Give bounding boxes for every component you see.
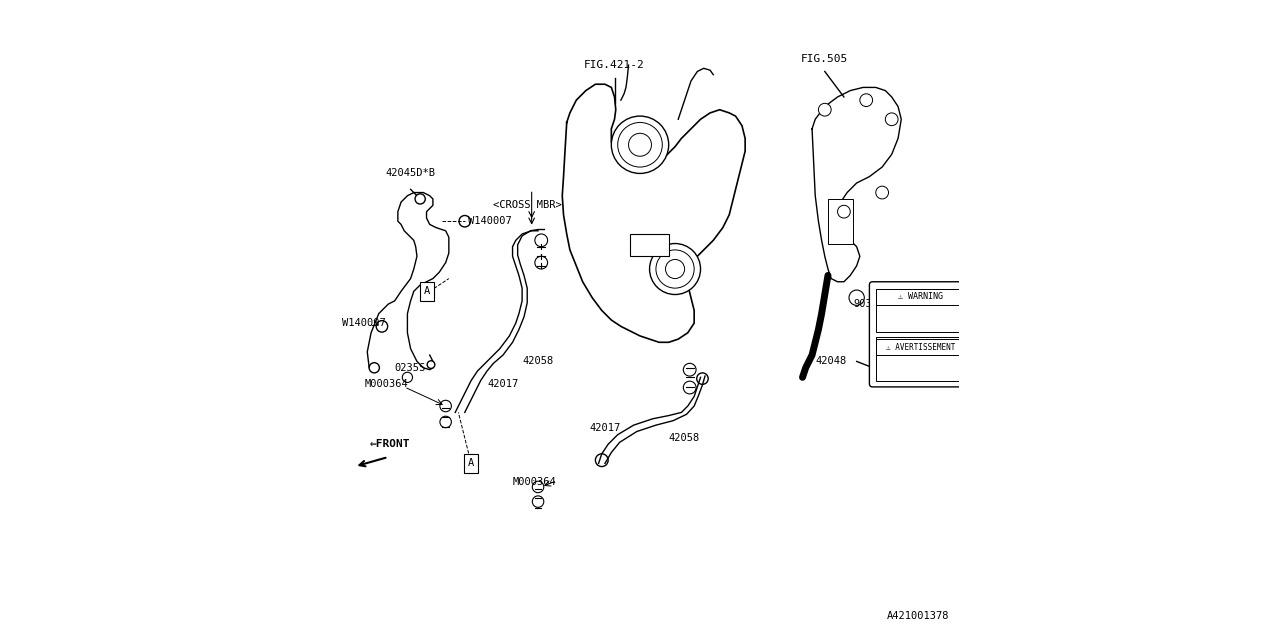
Text: <CROSS MBR>: <CROSS MBR> [493, 200, 562, 211]
FancyBboxPatch shape [876, 337, 965, 381]
Text: FIG.505: FIG.505 [801, 54, 849, 64]
Circle shape [535, 256, 548, 269]
Circle shape [886, 113, 899, 125]
Text: FIG.421-2: FIG.421-2 [584, 60, 645, 70]
Circle shape [415, 194, 425, 204]
Circle shape [876, 186, 888, 199]
Text: M000364: M000364 [512, 477, 557, 488]
Circle shape [684, 381, 696, 394]
Text: ⚠ WARNING: ⚠ WARNING [897, 292, 943, 301]
Text: M000364: M000364 [365, 379, 408, 388]
Circle shape [860, 94, 873, 106]
Text: 42058: 42058 [522, 356, 553, 367]
Circle shape [402, 372, 412, 383]
Circle shape [532, 496, 544, 508]
Circle shape [369, 363, 379, 373]
Circle shape [428, 361, 435, 369]
Text: ⇐FRONT: ⇐FRONT [369, 439, 410, 449]
Circle shape [612, 116, 668, 173]
Text: 0235S: 0235S [394, 363, 426, 372]
FancyBboxPatch shape [420, 282, 434, 301]
Circle shape [649, 244, 700, 294]
Circle shape [595, 454, 608, 467]
Text: 90371Z: 90371Z [854, 299, 891, 309]
Circle shape [460, 216, 471, 227]
Text: 42048: 42048 [815, 356, 846, 367]
Text: ⚠ AVERTISSEMENT: ⚠ AVERTISSEMENT [886, 342, 955, 351]
Circle shape [684, 364, 696, 376]
FancyBboxPatch shape [869, 282, 972, 387]
Circle shape [532, 481, 544, 493]
Text: W140007: W140007 [342, 318, 385, 328]
FancyBboxPatch shape [876, 289, 965, 305]
Text: 42045D*B: 42045D*B [385, 168, 435, 179]
Circle shape [618, 122, 662, 167]
Circle shape [666, 259, 685, 278]
Circle shape [818, 103, 831, 116]
FancyBboxPatch shape [876, 339, 965, 355]
Text: A: A [468, 458, 475, 468]
Circle shape [628, 133, 652, 156]
Text: A421001378: A421001378 [887, 611, 948, 621]
Circle shape [849, 290, 864, 305]
Circle shape [376, 321, 388, 332]
FancyBboxPatch shape [828, 199, 854, 244]
Text: 42017: 42017 [589, 423, 621, 433]
Circle shape [696, 373, 708, 385]
FancyBboxPatch shape [876, 289, 965, 332]
Text: 42058: 42058 [668, 433, 700, 443]
Text: 42017: 42017 [488, 379, 518, 388]
Text: W140007: W140007 [468, 216, 512, 226]
Circle shape [535, 234, 548, 246]
Text: A: A [424, 286, 430, 296]
Circle shape [440, 416, 452, 428]
FancyBboxPatch shape [465, 454, 479, 473]
FancyBboxPatch shape [631, 234, 668, 256]
Circle shape [655, 250, 694, 288]
Circle shape [440, 400, 452, 412]
Circle shape [837, 205, 850, 218]
